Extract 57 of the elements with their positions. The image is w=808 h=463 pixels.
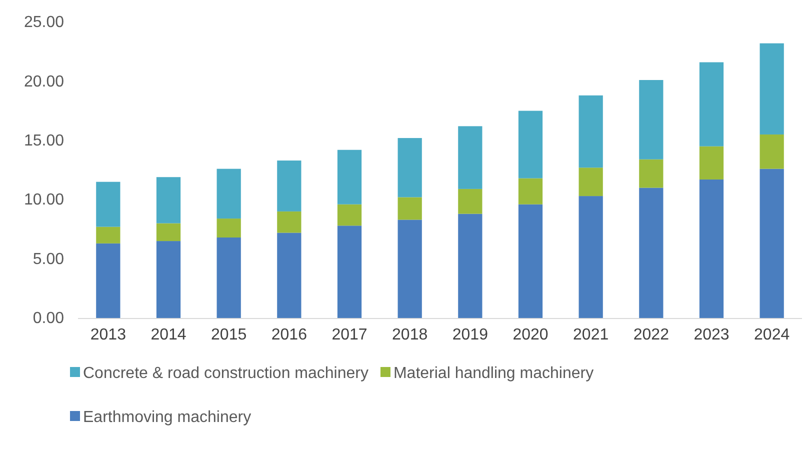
bar — [277, 160, 302, 212]
bar — [578, 168, 603, 196]
bar — [337, 150, 362, 204]
x-tick-label: 2015 — [211, 326, 247, 344]
bar — [639, 188, 664, 318]
y-tick-label: 25.00 — [24, 14, 64, 32]
bar — [760, 134, 784, 169]
bar — [277, 211, 302, 233]
bar — [398, 197, 422, 220]
bar — [458, 214, 482, 318]
bar — [760, 168, 784, 318]
bar — [639, 159, 664, 188]
x-tick-label: 2021 — [573, 326, 609, 344]
x-tick-label: 2017 — [332, 326, 368, 344]
y-tick-label: 20.00 — [24, 73, 64, 90]
y-tick-label: 15.00 — [24, 132, 64, 150]
legend-label: Concrete & road construction machinery — [83, 365, 368, 382]
x-tick-label: 2020 — [512, 326, 548, 344]
bar — [578, 196, 603, 318]
bar — [699, 146, 724, 180]
bar — [96, 226, 120, 244]
bar — [337, 204, 362, 226]
bar — [458, 188, 482, 214]
bar — [699, 62, 724, 146]
x-tick-label: 2014 — [150, 326, 186, 344]
bar — [760, 43, 784, 134]
bar — [216, 168, 241, 219]
bar — [699, 179, 724, 318]
bar — [96, 243, 120, 318]
bar — [458, 126, 482, 189]
x-tick-label: 2022 — [633, 326, 670, 344]
bar — [216, 237, 241, 318]
bar — [578, 95, 603, 168]
bar — [518, 178, 543, 204]
bar — [156, 241, 181, 318]
y-tick-label: 5.00 — [32, 250, 64, 268]
bar — [518, 110, 543, 178]
x-tick-label: 2016 — [271, 326, 308, 344]
x-tick-label: 2024 — [754, 326, 790, 344]
bar — [277, 232, 302, 318]
y-tick-label: 10.00 — [24, 192, 64, 209]
legend-label: Earthmoving machinery — [83, 409, 252, 426]
x-tick-label: 2023 — [694, 326, 730, 344]
x-tick-label: 2019 — [452, 326, 488, 344]
bar — [216, 218, 241, 238]
x-tick-label: 2018 — [392, 326, 428, 344]
legend-label: Material handling machinery — [393, 365, 594, 382]
bar — [398, 220, 422, 318]
bar — [337, 226, 362, 318]
bar — [156, 223, 181, 242]
x-tick-label: 2013 — [90, 326, 126, 344]
bar — [156, 177, 181, 224]
bar — [96, 182, 120, 227]
bar — [518, 204, 543, 318]
bar — [398, 138, 422, 198]
bar — [639, 80, 664, 160]
y-tick-label: 0.00 — [32, 310, 64, 328]
